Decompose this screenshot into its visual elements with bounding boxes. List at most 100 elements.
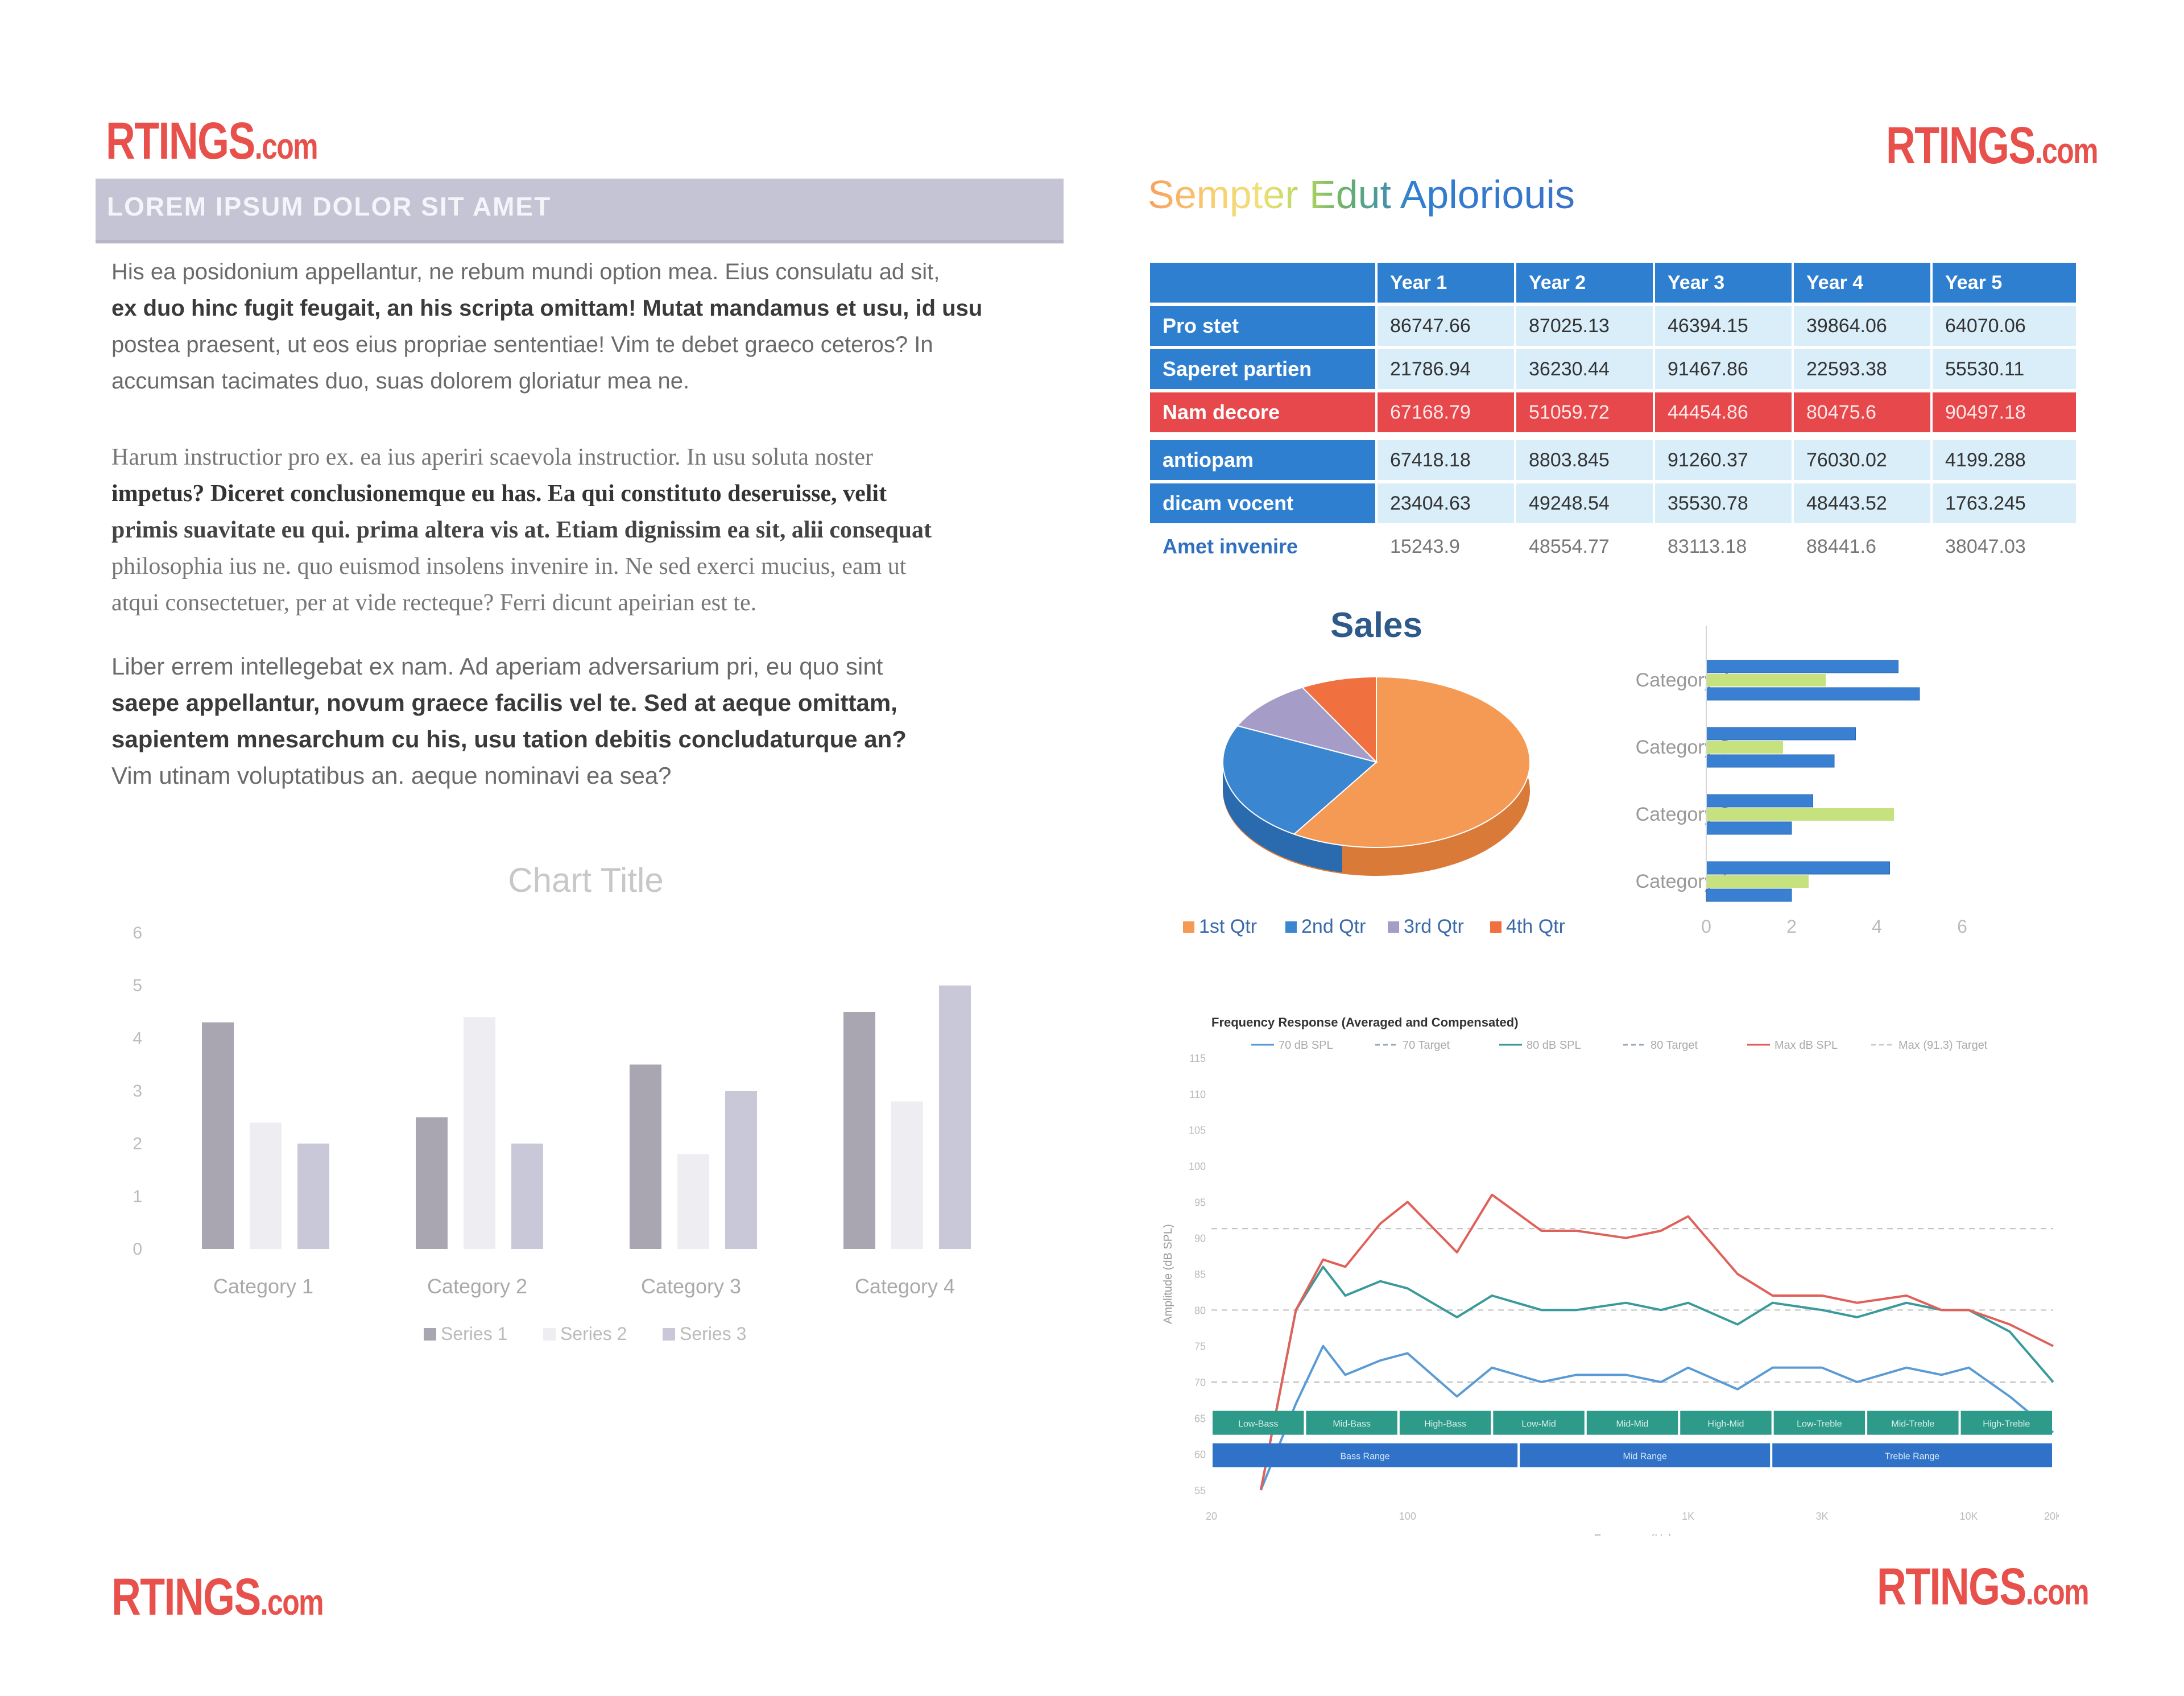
- chart-title: Chart Title: [508, 861, 663, 899]
- band-label: High-Bass: [1424, 1420, 1466, 1429]
- band-label: Treble Range: [1885, 1452, 1939, 1462]
- table-cell: 38047.03: [1933, 527, 2078, 566]
- legend-label: Max dB SPL: [1774, 1039, 1838, 1052]
- table-cell: 91467.86: [1655, 349, 1794, 389]
- bar: [1706, 741, 1783, 754]
- table-cell: 23404.63: [1378, 483, 1516, 523]
- legend-label: 70 dB SPL: [1279, 1039, 1333, 1052]
- band-label: High-Treble: [1983, 1420, 2030, 1429]
- table-header-cell: [1150, 263, 1378, 303]
- band: [1867, 1410, 1959, 1435]
- bar: [939, 985, 971, 1249]
- bar: [677, 1154, 709, 1249]
- legend-swatch: [543, 1328, 556, 1341]
- y-tick-label: 60: [1194, 1449, 1206, 1461]
- table-header-cell: Year 3: [1655, 263, 1794, 303]
- band: [1773, 1410, 1866, 1435]
- bar: [630, 1064, 661, 1249]
- table-row-label: Amet invenire: [1150, 527, 1378, 566]
- legend-label: 80 dB SPL: [1527, 1039, 1581, 1052]
- p3-line: sapientem mnesarchum cu his, usu tation …: [111, 726, 907, 752]
- paragraph-2: Harum instructior pro ex. ea ius aperiri…: [111, 439, 1056, 621]
- y-tick-label: 5: [133, 977, 142, 995]
- legend-label: 2nd Qtr: [1301, 916, 1366, 937]
- table-header-cell: Year 5: [1933, 263, 2078, 303]
- legend-label: Max (91.3) Target: [1898, 1039, 1988, 1052]
- table-cell: 1763.245: [1933, 483, 2078, 523]
- p2-line: philosophia ius ne. quo euismod insolens…: [111, 553, 907, 580]
- table-cell: 46394.15: [1655, 306, 1794, 346]
- bar: [416, 1117, 448, 1249]
- table-row-label: antiopam: [1150, 440, 1378, 480]
- p2-line: impetus? Diceret conclusionemque eu has.…: [111, 481, 887, 507]
- x-tick-label: 20K: [2044, 1511, 2059, 1522]
- bar: [1706, 727, 1856, 741]
- band: [1213, 1443, 1518, 1467]
- y-tick-label: 75: [1194, 1341, 1206, 1352]
- table-cell: 67168.79: [1378, 392, 1516, 432]
- bar: [1706, 674, 1826, 686]
- p2-line: Harum instructior pro ex. ea ius aperiri…: [111, 444, 873, 470]
- y-tick-label: 85: [1194, 1269, 1206, 1280]
- p3-line: Liber errem intellegebat ex nam. Ad aper…: [111, 653, 883, 680]
- legend-swatch: [1183, 921, 1194, 933]
- bar: [511, 1143, 543, 1249]
- x-axis-label: Frequency (Hz): [1593, 1533, 1672, 1536]
- bar: [250, 1122, 282, 1249]
- table-row: antiopam 67418.18 8803.845 91260.37 76030.02…: [1150, 440, 2078, 480]
- bar-chart: Chart Title 0 1 2 3 4 5 6 Category 1 Category 2 Ca…: [133, 861, 971, 1344]
- y-tick-label: 70: [1194, 1377, 1206, 1388]
- y-axis-label: Amplitude (dB SPL): [1162, 1224, 1174, 1324]
- table-cell: 21786.94: [1378, 349, 1516, 389]
- band: [1306, 1410, 1397, 1435]
- p1-line: His ea posidonium appellantur, ne rebum …: [111, 259, 940, 284]
- band-label: Low-Treble: [1797, 1420, 1842, 1429]
- p2-line: atqui consectetuer, per at vide recteque…: [111, 590, 757, 616]
- table-row-label: Nam decore: [1150, 392, 1378, 432]
- table-cell: 48554.77: [1516, 527, 1655, 566]
- table-cell: 76030.02: [1794, 440, 1933, 480]
- bar: [843, 1012, 875, 1249]
- table-cell: 4199.288: [1933, 440, 2078, 480]
- band-label: Mid-Bass: [1333, 1420, 1371, 1429]
- logo-top-right: RTINGS.com: [1886, 117, 2099, 175]
- x-tick-label: 20: [1206, 1511, 1217, 1522]
- p1-line: postea praesent, ut eos eius propriae se…: [111, 332, 933, 357]
- band: [1213, 1410, 1304, 1435]
- p1-line: accumsan tacimates duo, suas dolorem glo…: [111, 369, 690, 394]
- chart-title: Frequency Response (Averaged and Compens…: [1211, 1015, 1519, 1029]
- table-cell: 64070.06: [1933, 306, 2078, 346]
- table-row: Pro stet 86747.66 87025.13 46394.15 39864.06…: [1150, 306, 2078, 346]
- table-cell: 36230.44: [1516, 349, 1655, 389]
- y-tick-label: 6: [133, 924, 142, 942]
- table-cell: 80475.6: [1794, 392, 1933, 432]
- p3-line: Vim utinam voluptatibus an. aeque nomina…: [111, 762, 672, 789]
- table-cell: 48443.52: [1794, 483, 1933, 523]
- legend-label: 1st Qtr: [1199, 916, 1257, 937]
- legend-label: 4th Qtr: [1506, 916, 1565, 937]
- p2-line: primis suavitate eu qui. prima altera vi…: [111, 517, 932, 543]
- logo-bottom-right: RTINGS.com: [1877, 1558, 2090, 1616]
- band: [1772, 1443, 2052, 1467]
- y-tick-label: 1: [133, 1187, 142, 1206]
- y-tick-label: 2: [133, 1135, 142, 1153]
- logo-bottom-left: RTINGS.com: [111, 1568, 324, 1626]
- bar: [891, 1101, 923, 1249]
- table-row-label: Saperet partien: [1150, 349, 1378, 389]
- logo-top-left: RTINGS.com: [106, 112, 318, 170]
- table-header-cell: Year 4: [1794, 263, 1933, 303]
- bar: [1706, 754, 1835, 768]
- y-tick-label: 4: [133, 1029, 142, 1048]
- p1-line: ex duo hinc fugit feugait, an his script…: [111, 296, 983, 321]
- table-row-label: Pro stet: [1150, 306, 1378, 346]
- table-cell: 39864.06: [1794, 306, 1933, 346]
- y-tick-label: 95: [1194, 1197, 1206, 1208]
- x-tick-label: Category 1: [213, 1275, 313, 1298]
- y-tick-label: 65: [1194, 1413, 1206, 1424]
- table-cell: 49248.54: [1516, 483, 1655, 523]
- band-label: Bass Range: [1341, 1452, 1390, 1462]
- x-tick-label: 100: [1399, 1511, 1416, 1522]
- rainbow-title: Sempter Edut Aploriouis: [1148, 172, 1575, 217]
- series-line: [1260, 1345, 2054, 1491]
- table-header-cell: Year 1: [1378, 263, 1516, 303]
